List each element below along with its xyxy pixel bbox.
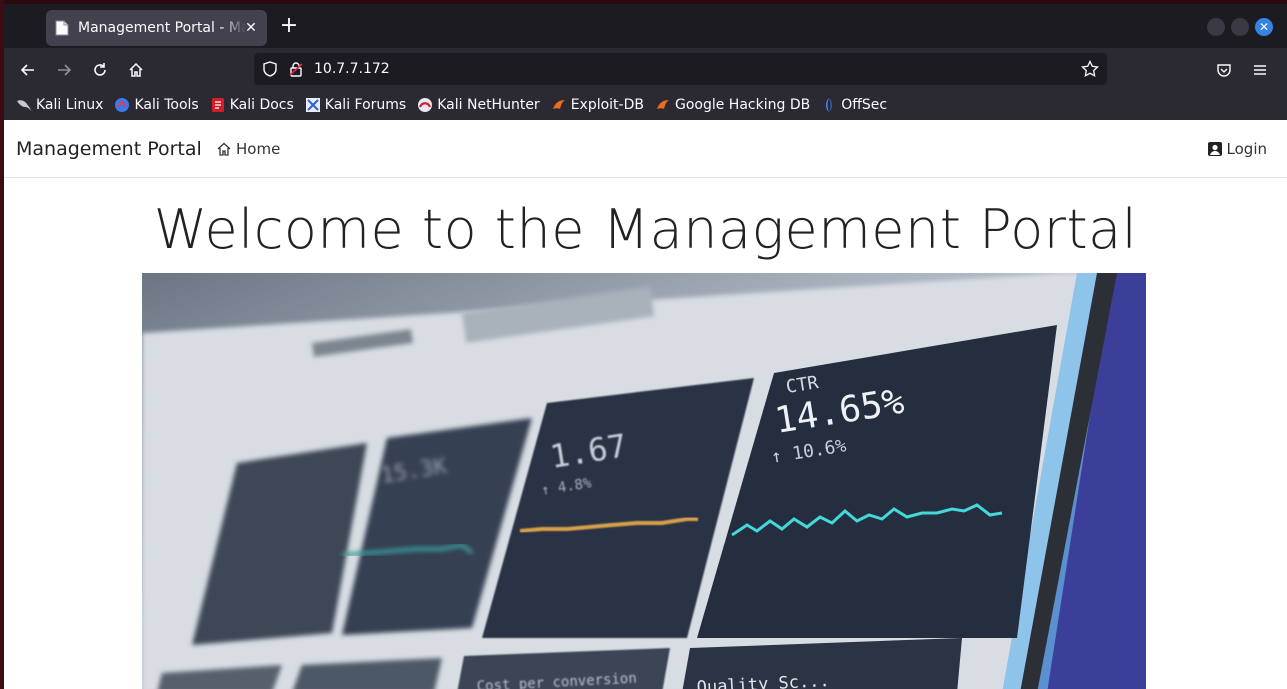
url-text[interactable]: 10.7.7.172: [314, 61, 390, 77]
bookmark-label: Kali Forums: [324, 97, 407, 113]
person-square-icon: [1207, 142, 1222, 156]
bookmark-label: OffSec: [841, 97, 888, 113]
home-button[interactable]: [122, 56, 150, 84]
hero-title: Welcome to the Management Portal: [153, 198, 1138, 261]
kali-tools-icon: [115, 98, 130, 112]
bookmark-kali-docs[interactable]: Kali Docs: [210, 97, 294, 113]
ctr-label: CTR: [784, 372, 820, 398]
bookmark-kali-tools[interactable]: Kali Tools: [114, 97, 199, 113]
house-icon: [217, 142, 231, 156]
kali-docs-icon: [211, 98, 224, 112]
bookmarks-toolbar: Kali Linux Kali Tools Kali Docs Kali For…: [4, 90, 1287, 120]
tab-management-portal[interactable]: Management Portal - Management Portal ✕: [46, 10, 267, 46]
url-bar[interactable]: 10.7.7.172: [254, 53, 1107, 85]
shield-icon: [263, 61, 277, 77]
pocket-button[interactable]: [1210, 56, 1238, 84]
nav-login-link[interactable]: Login: [1207, 140, 1267, 158]
bookmark-star-icon: [1081, 60, 1099, 78]
app-menu-button[interactable]: [1246, 56, 1274, 84]
bookmark-label: Exploit-DB: [570, 97, 644, 113]
bookmark-offsec[interactable]: OffSec: [821, 97, 887, 113]
desktop-left-edge: [0, 0, 4, 689]
new-tab-button[interactable]: +: [279, 13, 299, 38]
dashboard-photo-illustration: CTR 14.65% ↑ 10.6% 1.67 ↑ 4.8% 15.3K: [142, 273, 1146, 689]
window-minimize-button[interactable]: [1207, 18, 1225, 36]
nav-login-label: Login: [1226, 140, 1267, 158]
exploit-db-icon: [552, 100, 565, 109]
bookmark-kali-nethunter[interactable]: Kali NetHunter: [417, 97, 540, 113]
back-arrow-icon: [20, 64, 34, 76]
home-icon: [129, 62, 143, 77]
window-close-button[interactable]: ✕: [1255, 18, 1273, 36]
bookmark-exploit-db[interactable]: Exploit-DB: [551, 97, 644, 113]
window-maximize-button[interactable]: [1231, 18, 1249, 36]
dashboard-photo: CTR 14.65% ↑ 10.6% 1.67 ↑ 4.8% 15.3K: [142, 273, 1146, 689]
nav-home-link[interactable]: Home: [216, 140, 280, 158]
insecure-lock-icon: [289, 62, 303, 77]
bottom-right-label: Quality Sc...: [696, 671, 830, 689]
bookmark-label: Google Hacking DB: [674, 97, 811, 113]
reload-icon: [94, 63, 106, 76]
web-page-content: Management Portal Home Login Welcome to …: [4, 120, 1287, 689]
reload-button[interactable]: [86, 56, 114, 84]
desktop-top-edge: [0, 0, 1287, 4]
bookmark-label: Kali NetHunter: [437, 97, 540, 113]
site-brand[interactable]: Management Portal: [16, 138, 202, 160]
forward-button[interactable]: [50, 56, 78, 84]
site-navbar: Management Portal Home Login: [4, 120, 1287, 178]
bookmark-kali-linux[interactable]: Kali Linux: [16, 97, 103, 113]
bookmark-google-hacking-db[interactable]: Google Hacking DB: [655, 97, 810, 113]
nav-home-label: Home: [236, 140, 281, 158]
bookmark-label: Kali Linux: [36, 97, 104, 113]
forward-arrow-icon: [58, 64, 72, 76]
navigation-toolbar: 10.7.7.172: [4, 48, 1287, 90]
tab-close-icon[interactable]: ✕: [245, 20, 257, 36]
panel2-delta: ↑ 4.8%: [540, 475, 593, 499]
tab-title: Management Portal - Management Portal: [78, 20, 246, 36]
offsec-icon: [826, 98, 833, 112]
ghdb-icon: [656, 100, 669, 109]
pocket-icon: [1217, 64, 1231, 77]
browser-window: Management Portal - Management Portal ✕ …: [4, 4, 1287, 689]
nethunter-icon: [418, 98, 433, 112]
hamburger-menu-icon: [1254, 65, 1266, 75]
bookmark-label: Kali Docs: [229, 97, 294, 113]
page-icon: [54, 20, 70, 36]
bookmark-label: Kali Tools: [134, 97, 199, 113]
tab-strip: Management Portal - Management Portal ✕ …: [4, 4, 1287, 48]
kali-dragon-icon: [17, 100, 31, 111]
back-button[interactable]: [14, 56, 42, 84]
kali-forums-icon: [305, 98, 320, 112]
bookmark-kali-forums[interactable]: Kali Forums: [305, 97, 406, 113]
